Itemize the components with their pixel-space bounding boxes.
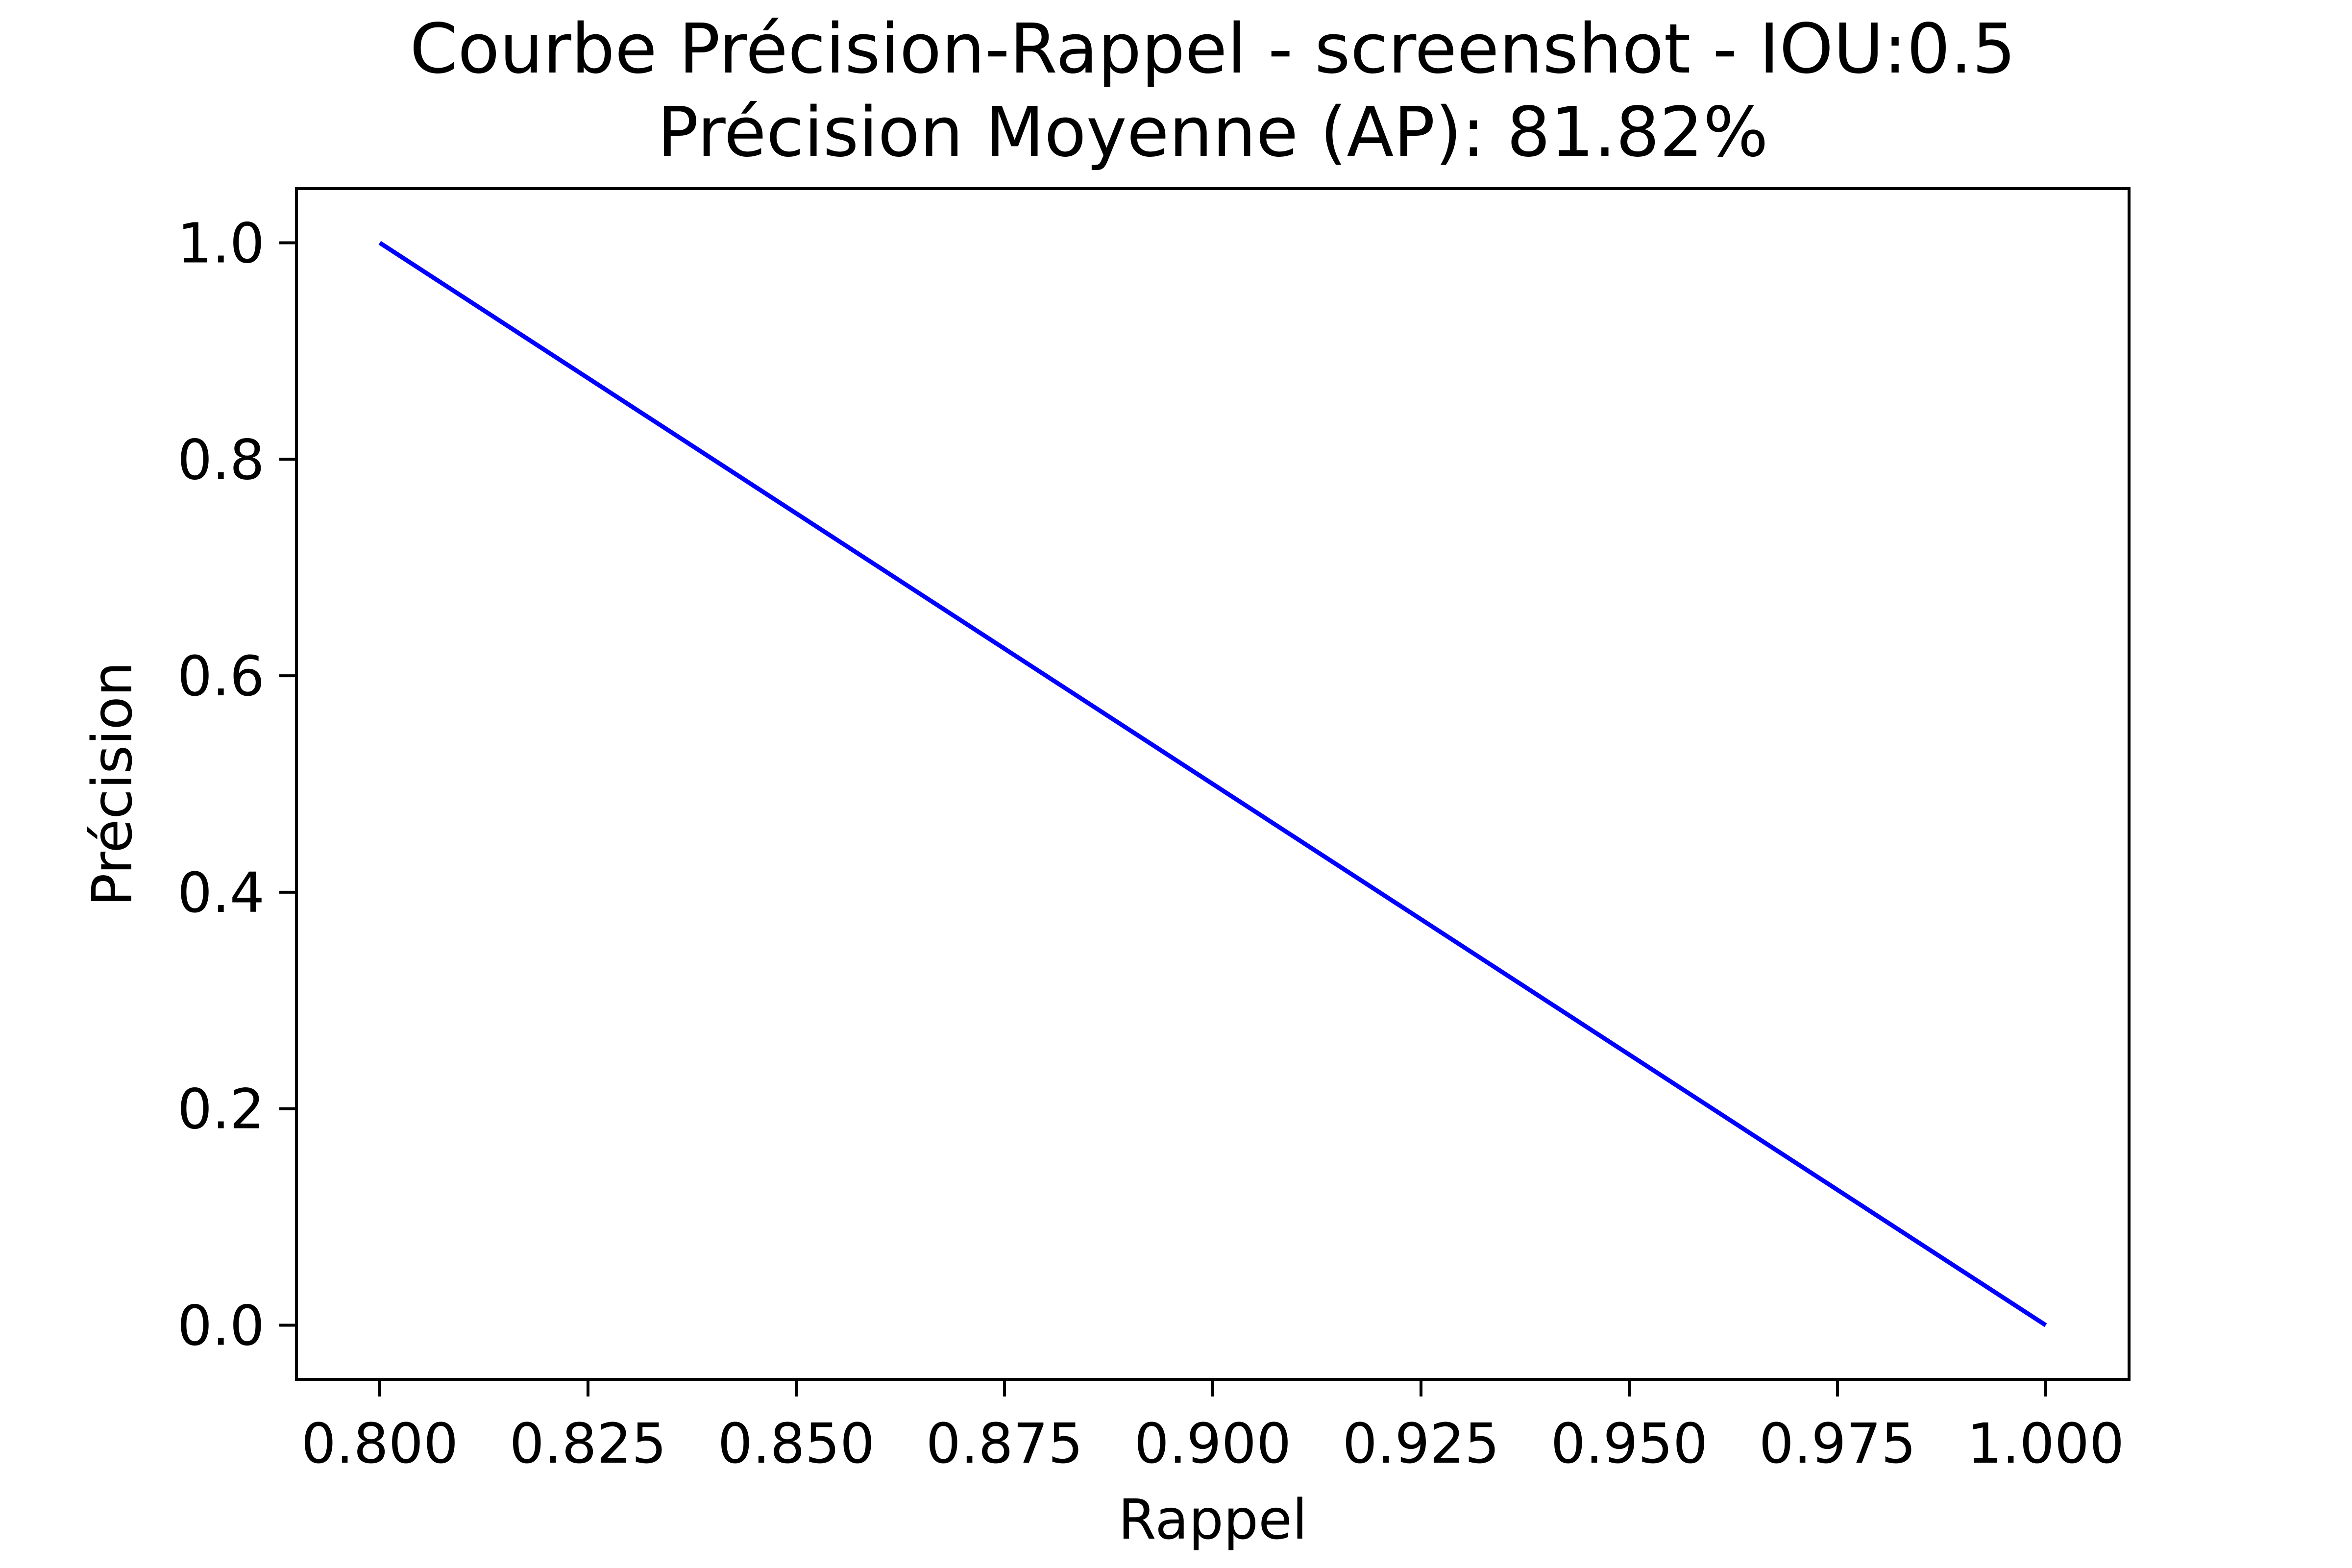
x-tick-label: 0.800 bbox=[301, 1412, 459, 1476]
y-tick-label: 0.6 bbox=[177, 645, 265, 709]
x-axis-label: Rappel bbox=[1118, 1488, 1307, 1552]
x-tick-label: 0.875 bbox=[926, 1412, 1083, 1476]
series-line-precision-recall bbox=[378, 241, 2047, 1327]
y-axis: 0.0 0.2 0.4 0.6 0.8 1.0 bbox=[177, 212, 296, 1358]
x-tick-label: 0.850 bbox=[718, 1412, 875, 1476]
x-tick-label: 1.000 bbox=[1967, 1412, 2125, 1476]
y-axis-label: Précision bbox=[81, 662, 145, 906]
y-tick-label: 0.8 bbox=[177, 428, 265, 492]
y-tick-label: 0.2 bbox=[177, 1078, 265, 1142]
plot-layer bbox=[378, 241, 2047, 1327]
y-tick-label: 1.0 bbox=[177, 212, 265, 275]
x-tick-label: 0.950 bbox=[1551, 1412, 1708, 1476]
y-tick-label: 0.0 bbox=[177, 1295, 265, 1358]
chart-title: Courbe Précision-Rappel - screenshot - I… bbox=[410, 9, 2016, 89]
y-tick-label: 0.4 bbox=[177, 861, 265, 925]
x-tick-label: 0.975 bbox=[1759, 1412, 1916, 1476]
x-tick-label: 0.825 bbox=[510, 1412, 667, 1476]
x-axis: 0.800 0.825 0.850 0.875 0.900 0.925 0.950 0.975… bbox=[301, 1379, 2125, 1476]
chart-subtitle: Précision Moyenne (AP): 81.82% bbox=[657, 93, 1768, 172]
x-tick-label: 0.900 bbox=[1134, 1412, 1292, 1476]
x-tick-label: 0.925 bbox=[1343, 1412, 1500, 1476]
